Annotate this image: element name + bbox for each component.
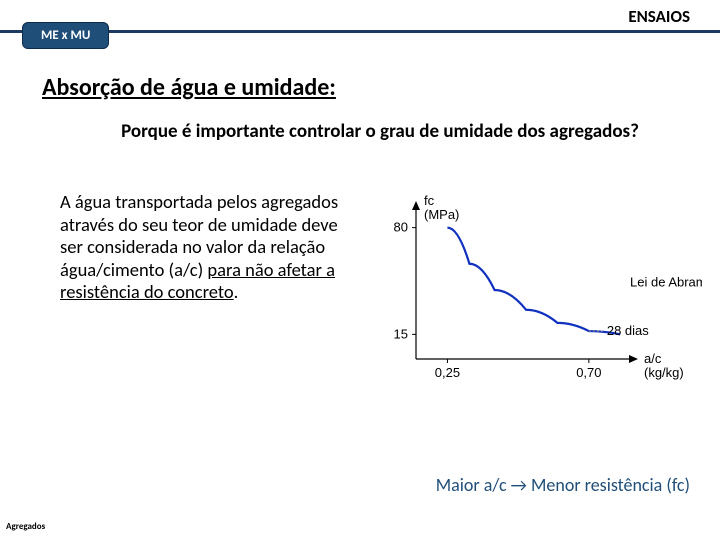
svg-text:(kg/kg): (kg/kg): [644, 365, 684, 380]
svg-text:fc: fc: [424, 193, 435, 208]
svg-text:Lei de Abrams: Lei de Abrams: [630, 275, 702, 290]
svg-text:28 dias: 28 dias: [607, 323, 649, 338]
footer-text: Agregados: [6, 521, 45, 532]
chart-caption: Maior a/c → Menor resistência (fc): [436, 474, 690, 496]
svg-text:(MPa): (MPa): [424, 207, 459, 222]
question-text: Porque é importante controlar o grau de …: [80, 120, 680, 143]
svg-text:0,70: 0,70: [576, 365, 601, 380]
section-title: Absorção de água e umidade:: [42, 73, 720, 102]
abrams-chart: 80 15 0,25 0,70 fc(MPa) a/c(kg/kg) Lei de Abra…: [360, 191, 702, 391]
body-post: .: [234, 280, 239, 303]
svg-text:0,25: 0,25: [435, 365, 460, 380]
svg-text:80: 80: [394, 220, 408, 235]
body-paragraph: A água transportada pelos agregados atra…: [60, 191, 350, 304]
header-title: ENSAIOS: [628, 6, 690, 27]
svg-text:15: 15: [394, 326, 408, 341]
svg-text:a/c: a/c: [644, 351, 662, 366]
tab-me-mu: ME x MU: [22, 22, 109, 49]
